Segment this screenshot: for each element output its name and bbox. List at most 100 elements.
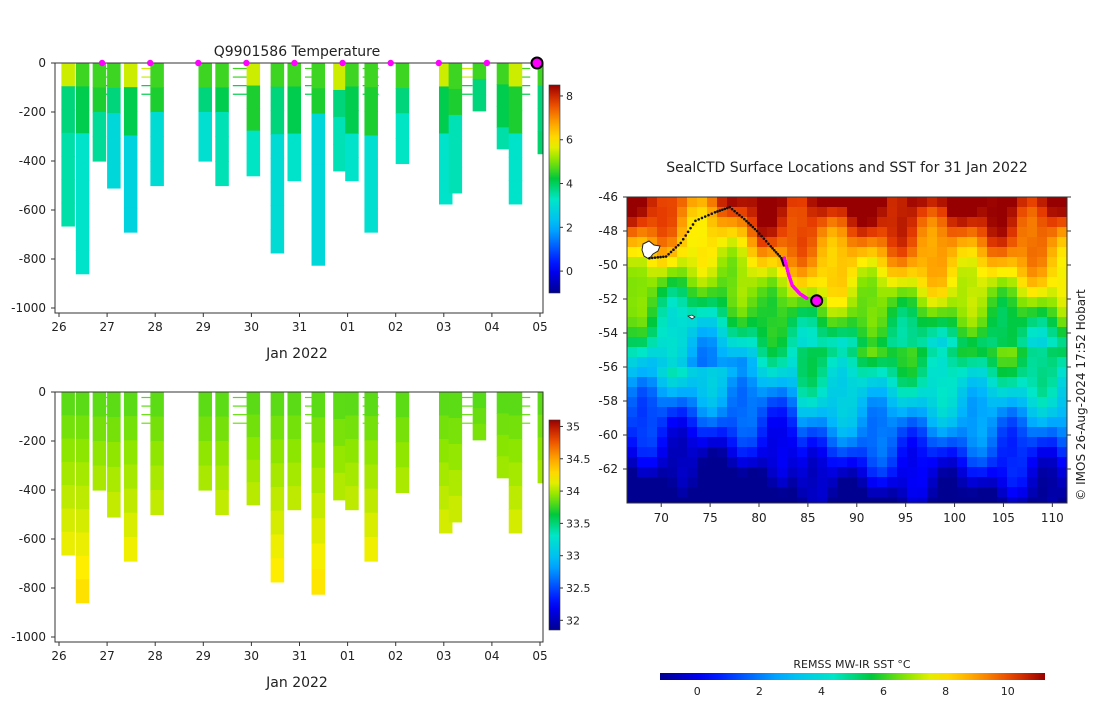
sst-cell: [1047, 337, 1058, 348]
profile-segment: [92, 392, 107, 418]
sst-cell: [717, 247, 728, 258]
sst-cell: [907, 197, 918, 208]
sst-cell: [847, 217, 858, 228]
sst-cell: [817, 397, 828, 408]
profile-column: [311, 63, 326, 266]
sst-cell: [827, 477, 838, 488]
sst-cell: [817, 417, 828, 428]
sst-cell: [697, 357, 708, 368]
sst-cell: [857, 307, 868, 318]
sst-cell: [797, 337, 808, 348]
sst-cell: [857, 407, 868, 418]
sst-cell: [1047, 387, 1058, 398]
colorbar-tick-label: 32: [566, 614, 580, 627]
sst-cell: [767, 207, 778, 218]
sst-cell: [857, 437, 868, 448]
sst-cell: [727, 487, 738, 498]
profile-strand: [456, 67, 473, 70]
sst-cell: [727, 237, 738, 248]
sst-cell: [837, 197, 848, 208]
profile-segment: [107, 466, 121, 493]
sst-cell: [817, 327, 828, 338]
profile-column: [395, 63, 410, 165]
sst-cell: [677, 327, 688, 338]
sst-cell: [827, 317, 838, 328]
sst-cell: [647, 277, 658, 288]
sst-cell: [907, 357, 918, 368]
sst-cell: [777, 307, 788, 318]
sst-cell: [857, 327, 868, 338]
profile-segment: [61, 415, 75, 440]
sst-cell: [907, 277, 918, 288]
sst-cell: [1057, 497, 1067, 503]
sst-cell: [1047, 357, 1058, 368]
track-dot: [686, 230, 690, 234]
sst-cell: [777, 407, 788, 418]
sst-cell: [657, 357, 668, 368]
sst-cell: [697, 247, 708, 258]
last-position-marker: [810, 294, 824, 308]
x-tick-label: 30: [244, 649, 259, 663]
sst-cell: [927, 427, 938, 438]
track-dot: [667, 252, 670, 256]
sst-cell: [827, 207, 838, 218]
profile-segment: [508, 109, 523, 135]
sst-cell: [807, 477, 818, 488]
profile-segment: [246, 459, 261, 483]
sst-cell: [987, 447, 998, 458]
sst-cell: [747, 427, 758, 438]
sst-cell: [997, 487, 1008, 498]
profile-column: [215, 63, 249, 187]
track-dot: [764, 239, 768, 243]
sst-cell: [837, 257, 848, 268]
sst-cell: [827, 287, 838, 298]
sst-cell: [627, 247, 638, 258]
sst-cell: [747, 457, 758, 468]
profile-segment: [198, 136, 212, 162]
sst-cell: [727, 277, 738, 288]
sst-cell: [867, 477, 878, 488]
sst-cell: [817, 227, 828, 238]
sst-cell: [877, 217, 888, 228]
sst-cell: [767, 397, 778, 408]
sst-cell: [907, 267, 918, 278]
sst-cell: [1017, 197, 1028, 208]
profile-segment: [496, 63, 511, 86]
sst-cell: [627, 257, 638, 268]
profile-segment: [508, 392, 523, 417]
sst-cell: [747, 467, 758, 478]
profile-segment: [395, 442, 410, 468]
sst-cell: [697, 457, 708, 468]
sst-cell: [897, 417, 908, 428]
profile-segment: [270, 229, 285, 254]
sst-cell: [797, 397, 808, 408]
y-tick-label: -46: [598, 190, 618, 204]
sst-cell: [957, 227, 968, 238]
sst-cell: [747, 237, 758, 248]
sst-cell: [937, 327, 948, 338]
sst-cell: [627, 427, 638, 438]
sst-cell: [897, 407, 908, 418]
track-dot: [681, 237, 685, 241]
sst-cell: [1047, 227, 1058, 238]
track-dot: [700, 216, 704, 220]
sst-cell: [837, 437, 848, 448]
sst-cell: [987, 307, 998, 318]
sst-cell: [877, 357, 888, 368]
sst-cell: [1057, 377, 1067, 388]
sst-cell: [897, 367, 908, 378]
sst-cell: [907, 477, 918, 488]
sst-cell: [887, 237, 898, 248]
sst-cell: [757, 277, 768, 288]
track-dot: [743, 217, 746, 221]
x-tick-label: 100: [943, 511, 966, 525]
sst-cell: [967, 477, 978, 488]
sst-cell: [997, 247, 1008, 258]
sst-cell: [937, 287, 948, 298]
sst-cell: [957, 277, 968, 288]
profile-marker: [98, 59, 106, 67]
sst-cell: [847, 457, 858, 468]
sst-cell: [817, 367, 828, 378]
sst-cell: [757, 197, 768, 208]
profile-segment: [537, 108, 543, 132]
